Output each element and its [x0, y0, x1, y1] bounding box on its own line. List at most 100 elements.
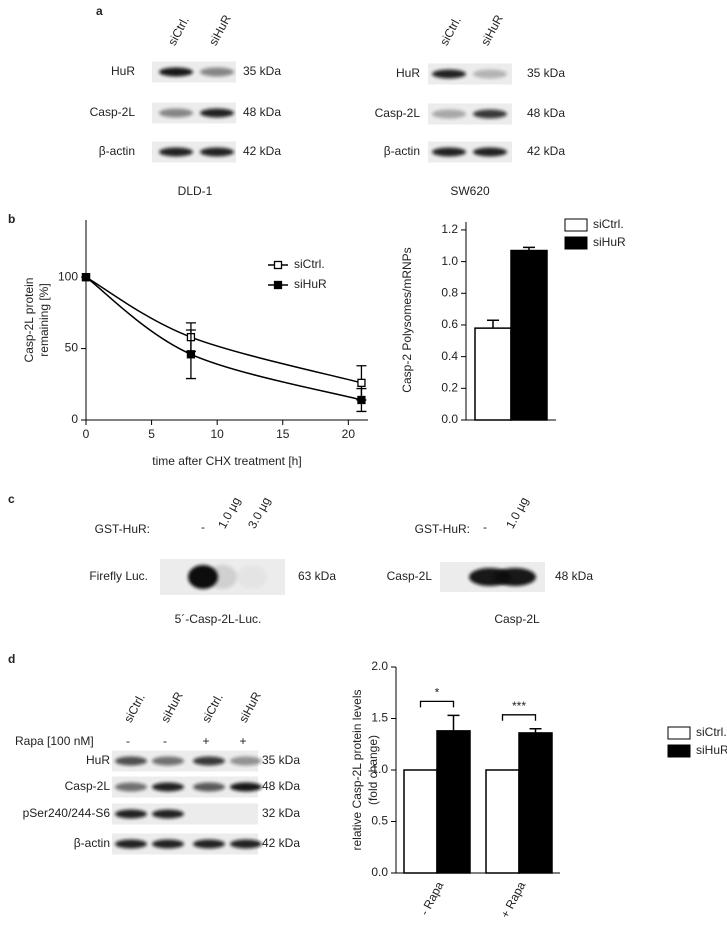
legend-label: siCtrl.	[696, 725, 727, 739]
size-label: 35 kDa	[527, 66, 565, 80]
point	[81, 272, 91, 282]
size-label: 42 kDa	[262, 836, 300, 850]
caption: Casp-2L	[494, 612, 540, 626]
legend-swatch	[564, 236, 588, 250]
size-label: 48 kDa	[527, 106, 565, 120]
y-tick-label: 100	[58, 269, 78, 283]
y-tick-label: 1.0	[441, 254, 458, 268]
treatment-label: GST-HuR:	[415, 522, 470, 536]
treatment-mark: -	[163, 734, 167, 748]
band	[200, 108, 234, 118]
band	[432, 109, 466, 119]
lane-label: siCtrl.	[199, 691, 226, 725]
band	[237, 565, 267, 589]
membrane	[112, 750, 258, 772]
point	[186, 350, 196, 359]
protein-label: β-actin	[99, 144, 135, 158]
size-label: 32 kDa	[262, 806, 300, 820]
band	[115, 839, 147, 849]
band	[115, 756, 147, 766]
size-label: 48 kDa	[555, 569, 593, 583]
band	[152, 809, 184, 819]
legend-label: siHuR	[696, 743, 727, 757]
y-tick-label: 1.2	[441, 222, 458, 236]
band	[473, 109, 507, 119]
panel-label: b	[8, 212, 15, 226]
band	[230, 756, 262, 766]
bar	[485, 769, 520, 874]
significance-bracket	[501, 714, 537, 721]
bar	[403, 769, 438, 874]
band	[152, 839, 184, 849]
lane-label: 1.0 µg	[503, 495, 531, 531]
size-label: 48 kDa	[243, 105, 281, 119]
x-tick-label: 15	[276, 427, 290, 441]
panel-label: c	[8, 492, 15, 506]
membrane	[152, 141, 236, 163]
size-label: 42 kDa	[243, 144, 281, 158]
lane-label: siHuR	[158, 689, 186, 725]
error-bar	[523, 246, 535, 251]
band	[115, 809, 147, 819]
legend-swatch	[564, 218, 588, 232]
protein-label: Casp-2L	[90, 105, 136, 119]
protein-label: β-actin	[74, 836, 110, 850]
series-line	[85, 276, 362, 384]
significance: ***	[512, 699, 526, 713]
membrane	[112, 803, 258, 825]
series-line	[85, 276, 362, 401]
x-tick-label: 5	[148, 427, 155, 441]
caption: 5´-Casp-2L-Luc.	[175, 612, 262, 626]
bar	[518, 732, 553, 874]
protein-label: pSer240/244-S6	[23, 806, 111, 820]
band	[230, 839, 262, 849]
cell-line: DLD-1	[178, 184, 213, 198]
band	[193, 756, 225, 766]
treatment-label: GST-HuR:	[95, 522, 150, 536]
point	[357, 378, 366, 388]
legend-label: siHuR	[593, 235, 626, 249]
size-label: 48 kDa	[262, 779, 300, 793]
y-tick-label: 0.6	[441, 317, 458, 331]
lane-label: 1.0 µg	[215, 495, 243, 531]
legend-marker	[273, 280, 283, 290]
size-label: 42 kDa	[527, 144, 565, 158]
protein-label: HuR	[396, 66, 420, 80]
size-label: 35 kDa	[243, 64, 281, 78]
y-axis-label: Casp-2L protein	[22, 278, 36, 363]
y-tick-label: 0	[71, 412, 78, 426]
y-axis-label: (fold change)	[366, 735, 380, 805]
y-axis-label: relative Casp-2L protein levels	[350, 690, 364, 851]
y-tick-label: 0.8	[441, 285, 458, 299]
lane-label: siHuR	[478, 12, 506, 48]
significance-bracket	[419, 700, 455, 708]
band	[115, 782, 147, 792]
lane-label: 3.0 µg	[245, 495, 273, 531]
lane-label: -	[201, 520, 205, 534]
significance: *	[435, 686, 440, 700]
y-tick-label: 50	[65, 341, 79, 355]
x-tick-label: 10	[210, 427, 224, 441]
lane-label: siHuR	[206, 12, 234, 48]
band	[473, 147, 507, 157]
band	[159, 147, 193, 157]
membrane	[152, 102, 236, 124]
protein-label: Casp-2L	[65, 779, 111, 793]
lane-label: siCtrl.	[165, 14, 192, 48]
y-tick-label: 1.5	[371, 711, 388, 725]
lane-label: siHuR	[236, 689, 264, 725]
y-tick-label: 0.5	[371, 814, 388, 828]
legend-marker	[273, 260, 283, 270]
protein-label: HuR	[111, 64, 135, 78]
lane-label: siCtrl.	[121, 691, 148, 725]
protein-label: HuR	[86, 753, 110, 767]
band	[159, 108, 193, 118]
legend-label: siCtrl.	[593, 217, 624, 231]
error-bar	[487, 319, 499, 329]
protein-label: Casp-2L	[387, 569, 433, 583]
x-tick-label: 20	[342, 427, 356, 441]
error-bar	[529, 728, 542, 733]
membrane	[112, 833, 258, 855]
treatment-label: Rapa [100 nM]	[15, 734, 94, 748]
error-bar	[447, 714, 460, 731]
